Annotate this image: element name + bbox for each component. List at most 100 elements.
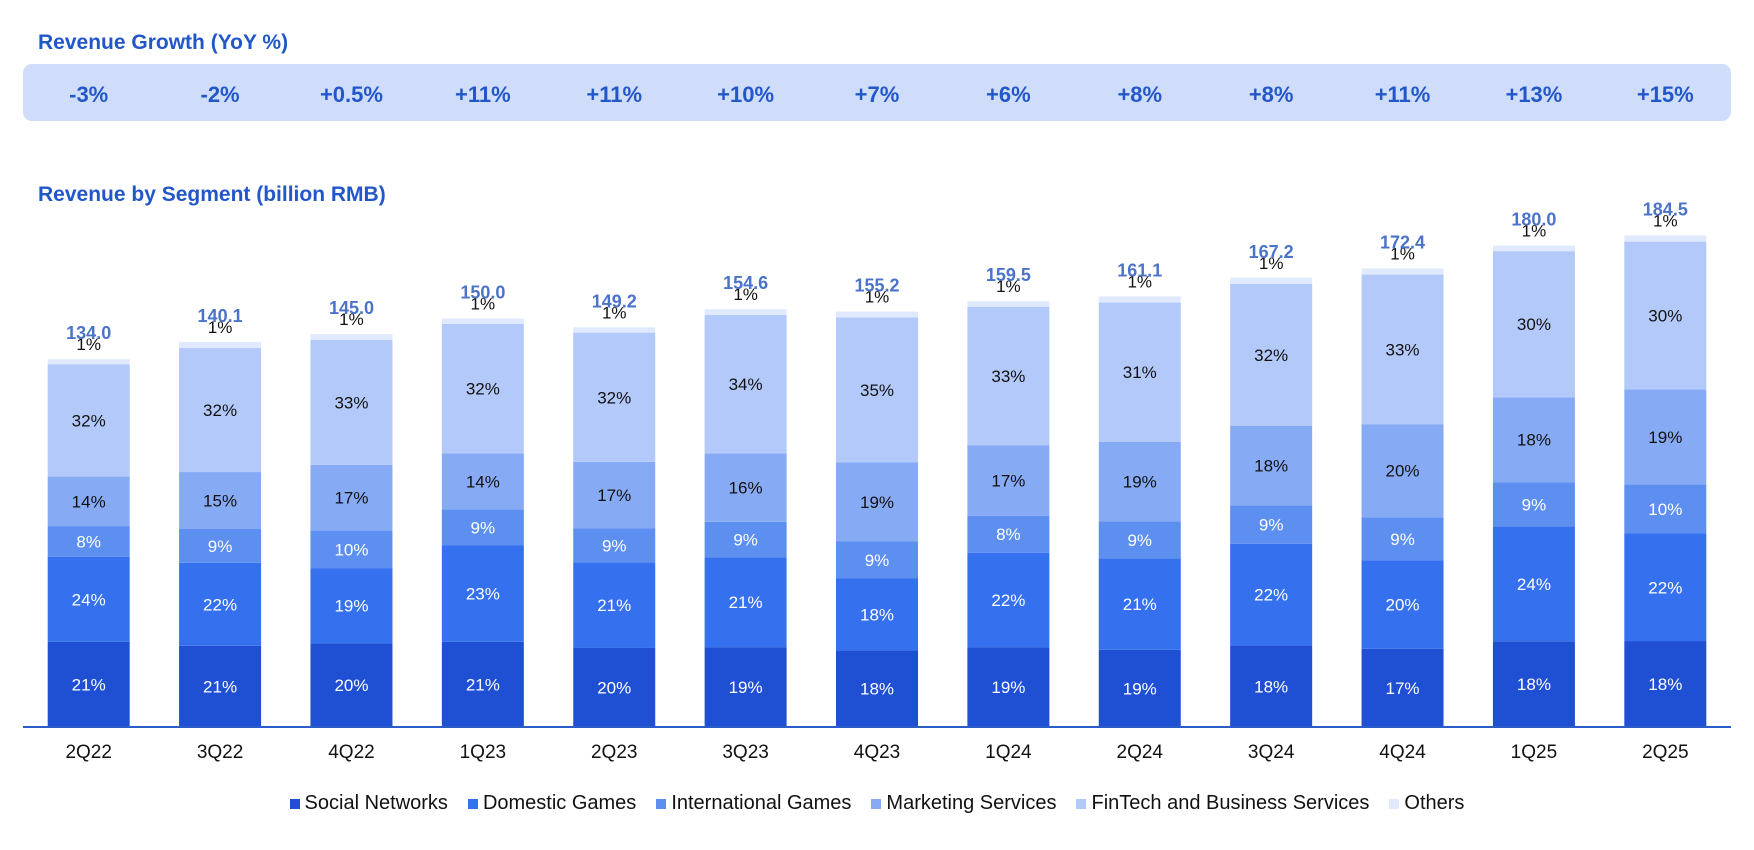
bar-segment-marketing-services [573, 461, 656, 529]
segment-label: 1% [1522, 222, 1547, 241]
bar-segment-fintech-and-business-services [310, 339, 393, 465]
segment-label: 16% [729, 479, 763, 498]
bar-segment-social-networks [1230, 645, 1313, 727]
segment-label: 21% [729, 593, 763, 612]
growth-value: +0.5% [319, 82, 383, 107]
bar-segment-domestic-games [704, 557, 787, 648]
x-tick-label: 4Q24 [1379, 742, 1426, 763]
bar-segment-fintech-and-business-services [441, 323, 524, 454]
segment-label: 18% [1517, 431, 1551, 450]
bar-segment-fintech-and-business-services [1098, 302, 1181, 442]
legend-swatch [289, 798, 300, 809]
segment-label: 1% [865, 288, 890, 307]
bar-segment-others [310, 334, 393, 340]
legend-item: Others [1389, 792, 1464, 815]
bar-segment-international-games [179, 529, 262, 563]
bar-segment-international-games [1230, 505, 1313, 544]
bar-segment-international-games [310, 530, 393, 569]
bar-segment-domestic-games [1624, 533, 1707, 642]
bar-segment-international-games [573, 528, 656, 563]
segment-label: 19% [991, 678, 1025, 697]
bar-segment-social-networks [179, 645, 262, 727]
x-tick-label: 1Q25 [1511, 742, 1557, 763]
growth-value: -3% [69, 82, 109, 107]
segment-label: 20% [597, 678, 631, 697]
bar-total-label: 155.2 [854, 276, 899, 296]
bar-segment-others [1230, 277, 1313, 284]
growth-value: +13% [1505, 82, 1563, 107]
bar-segment-marketing-services [967, 445, 1050, 516]
legend-item: FinTech and Business Services [1076, 792, 1369, 815]
legend-label: Domestic Games [482, 792, 637, 814]
segment-label: 20% [1386, 462, 1420, 481]
bar-segment-social-networks [704, 647, 787, 727]
segment-label: 8% [996, 525, 1021, 544]
growth-value: +10% [717, 82, 775, 107]
segment-label: 32% [72, 411, 106, 430]
bar-segment-social-networks [441, 641, 524, 727]
segment-label: 33% [991, 367, 1025, 386]
segment-chart-title: Revenue by Segment (billion RMB) [38, 183, 386, 206]
bar-segment-others [967, 301, 1050, 307]
bar-total-label: 140.1 [198, 306, 243, 326]
x-tick-label: 3Q22 [197, 742, 243, 763]
bar-total-label: 149.2 [592, 291, 637, 311]
growth-value: -2% [200, 82, 240, 107]
segment-label: 17% [597, 486, 631, 505]
bar-segment-international-games [1361, 517, 1444, 561]
bar-segment-domestic-games [967, 552, 1050, 648]
bar-segment-domestic-games [179, 562, 262, 646]
growth-value: +11% [1374, 82, 1431, 107]
legend-item: Domestic Games [467, 792, 637, 815]
segment-label: 17% [1386, 679, 1420, 698]
segment-label: 15% [203, 492, 237, 511]
legend-swatch [1389, 798, 1400, 809]
segment-label: 33% [1386, 340, 1420, 359]
bar-segment-marketing-services [1361, 424, 1444, 518]
bar-segment-others [573, 327, 656, 333]
segment-label: 21% [597, 596, 631, 615]
bar-segment-international-games [47, 526, 130, 557]
segment-label: 22% [1648, 578, 1682, 597]
segment-label: 1% [733, 285, 758, 304]
bar-segment-domestic-games [441, 545, 524, 642]
bar-segment-fintech-and-business-services [573, 332, 656, 462]
segment-label: 14% [72, 492, 106, 511]
bar-segment-fintech-and-business-services [179, 348, 262, 473]
bar-segment-fintech-and-business-services [1492, 251, 1575, 398]
bar-segment-social-networks [967, 647, 1050, 727]
legend-item: International Games [656, 792, 851, 815]
bar-segment-domestic-games [1230, 543, 1313, 646]
legend-item: Social Networks [289, 792, 448, 815]
segment-label: 1% [339, 310, 364, 329]
bar-segment-domestic-games [1361, 560, 1444, 649]
bar-total-label: 172.4 [1380, 232, 1425, 252]
segment-label: 31% [1123, 363, 1157, 382]
legend-label: Marketing Services [886, 792, 1057, 814]
segment-label: 34% [729, 375, 763, 394]
bar-total-label: 159.5 [986, 265, 1031, 285]
bar-segment-marketing-services [836, 462, 918, 542]
bar-segment-marketing-services [1492, 397, 1575, 483]
segment-label: 9% [602, 536, 627, 555]
bar-segment-others [836, 311, 918, 318]
x-tick-label: 2Q25 [1642, 742, 1688, 763]
segment-label: 1% [208, 318, 233, 337]
legend-item: Marketing Services [871, 792, 1056, 815]
segment-label: 19% [1648, 428, 1682, 447]
segment-label: 9% [865, 551, 890, 570]
bar-segment-domestic-games [1492, 526, 1575, 642]
segment-label: 1% [1390, 244, 1415, 263]
segment-label: 32% [597, 388, 631, 407]
segment-label: 22% [203, 595, 237, 614]
bar-segment-fintech-and-business-services [967, 306, 1050, 446]
bar-segment-fintech-and-business-services [47, 364, 130, 477]
bar-segment-others [704, 309, 787, 316]
bar-segment-domestic-games [47, 556, 130, 642]
bar-segment-domestic-games [573, 562, 656, 648]
x-tick-label: 2Q24 [1117, 742, 1164, 763]
segment-label: 20% [1386, 596, 1420, 615]
segment-label: 14% [466, 472, 500, 491]
segment-label: 9% [208, 537, 233, 556]
bar-segment-fintech-and-business-services [1230, 283, 1313, 426]
